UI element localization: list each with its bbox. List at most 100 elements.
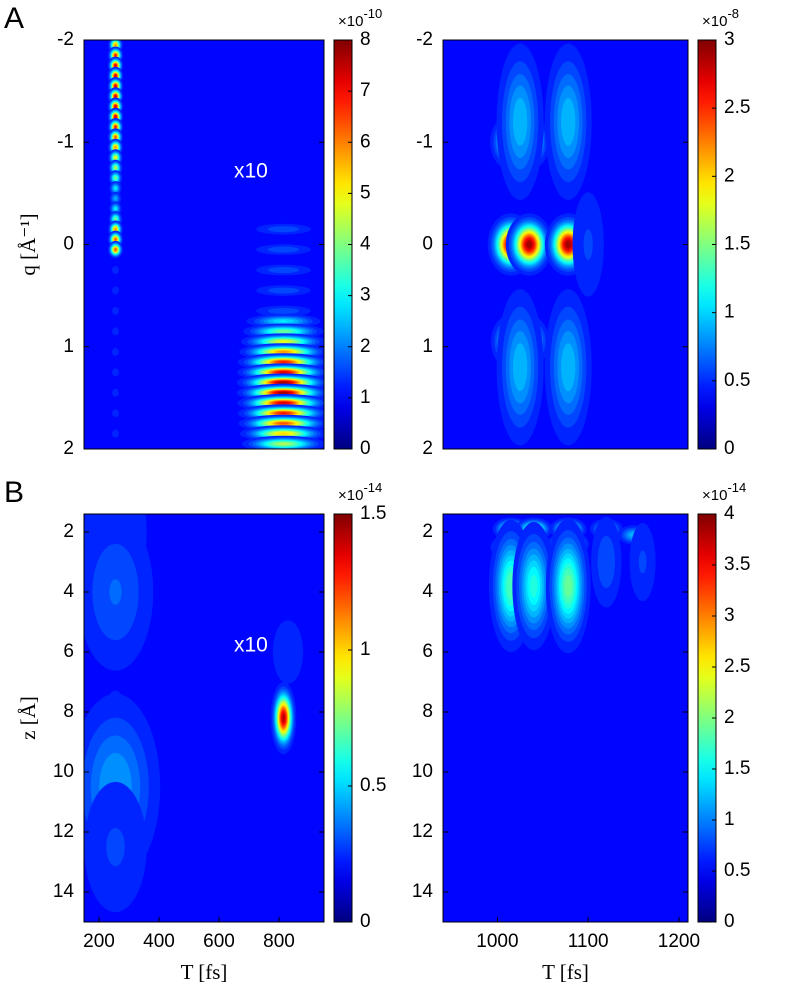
heat-level	[564, 574, 572, 598]
colorbar-scale-base: ×10	[702, 13, 727, 30]
heat-level	[597, 535, 616, 589]
heat-blob	[512, 521, 556, 651]
heat-level	[114, 197, 117, 200]
heat-level	[278, 391, 289, 394]
y-tick-label: -1	[57, 131, 74, 152]
heat-level	[114, 156, 117, 159]
y-tick-label: -2	[57, 29, 74, 50]
colorbar-tick-label: 1	[724, 809, 735, 830]
y-tick-label: 2	[63, 521, 74, 542]
plot-frame	[83, 513, 325, 923]
heat-blob	[112, 286, 119, 295]
heat-blob	[496, 43, 544, 201]
heat-level	[638, 550, 647, 574]
colorbar-scale: ×10-10	[338, 6, 382, 30]
colorbar-tick-label: 0.5	[724, 860, 750, 881]
heat-blob	[112, 327, 119, 336]
heat-level	[529, 574, 538, 598]
heat-blob	[112, 388, 119, 397]
y-tick-label: 6	[422, 641, 433, 662]
heat-blob	[270, 681, 297, 755]
y-tick-label: 14	[53, 881, 75, 902]
colorbar-tick-label: 1	[724, 302, 735, 323]
colorbar-scale: ×10-8	[702, 6, 739, 30]
colorbar-tick-label: 2	[724, 165, 735, 186]
heat-level	[281, 371, 286, 373]
y-axis-label: z [Å]	[16, 696, 40, 740]
x-axis-label: T [fs]	[542, 960, 589, 984]
colorbar-tick-label: 5	[360, 182, 371, 203]
heat-blob	[256, 264, 311, 276]
heat-blob	[84, 514, 154, 671]
colorbar-tick-label: 0	[360, 438, 371, 459]
plot-frame	[442, 513, 689, 923]
x-tick-label: 400	[143, 931, 175, 952]
x-tick-label: 800	[263, 931, 295, 952]
heat-level	[114, 208, 117, 210]
heat-level	[114, 136, 117, 139]
heat-level	[114, 176, 117, 180]
heat-level	[115, 95, 116, 97]
heat-level	[114, 238, 117, 241]
heatmap	[443, 40, 688, 449]
heat-level	[565, 241, 571, 248]
heat-level	[281, 433, 286, 434]
heat-blob	[112, 266, 119, 275]
heat-blob	[545, 518, 591, 654]
colorbar-tick-label: 7	[360, 80, 371, 101]
heat-level	[112, 327, 119, 336]
panel-label: A	[4, 2, 24, 35]
heat-level	[114, 248, 117, 251]
colorbar-tick-label: 0.5	[360, 775, 386, 796]
heat-level	[114, 217, 117, 221]
heat-level	[112, 266, 119, 275]
colorbar-tick-label: 1.5	[360, 503, 386, 524]
heat-blob	[256, 244, 311, 255]
heat-level	[278, 422, 289, 425]
y-tick-label: 1	[422, 336, 433, 357]
heat-level	[114, 126, 117, 128]
colorbar-tick-label: 3	[360, 285, 371, 306]
heat-level	[112, 306, 119, 315]
heat-level	[281, 402, 286, 404]
colorbar-scale-base: ×10	[702, 487, 727, 504]
heatmap	[84, 40, 324, 449]
heat-level	[283, 717, 284, 719]
heat-blob	[108, 240, 123, 259]
heat-blob	[544, 288, 592, 446]
y-tick-label: 2	[422, 521, 433, 542]
heat-blob	[109, 201, 122, 216]
heat-blob	[505, 213, 553, 276]
x-tick-label: 1200	[658, 931, 700, 952]
x-axis-label: T [fs]	[181, 960, 228, 984]
heat-level	[277, 350, 290, 353]
y-tick-label: 8	[63, 701, 74, 722]
y-tick-label: 2	[63, 438, 74, 459]
heat-blob	[112, 306, 119, 315]
colorbar-tick-label: 8	[360, 29, 371, 50]
heat-level	[112, 429, 119, 438]
heat-level	[276, 330, 291, 333]
x-tick-label: 200	[83, 931, 115, 952]
y-tick-label: 0	[63, 234, 74, 255]
colorbar-scale-exponent: -14	[363, 480, 382, 495]
heat-level	[267, 307, 300, 315]
y-tick-label: 10	[53, 761, 74, 782]
colorbar-tick-label: 0	[724, 438, 735, 459]
heat-blob	[256, 305, 311, 317]
heat-level	[583, 229, 593, 260]
heat-level	[267, 246, 300, 253]
y-tick-label: 8	[422, 701, 433, 722]
colorbar-tick-label: 4	[724, 503, 735, 524]
y-tick-label: 14	[412, 881, 434, 902]
y-tick-label: 2	[422, 438, 433, 459]
heat-level	[114, 146, 117, 149]
annotation: x10	[234, 160, 268, 183]
colorbar-tick-label: 0	[724, 911, 735, 932]
heat-level	[112, 388, 119, 397]
heat-level	[279, 412, 288, 414]
y-tick-label: 6	[63, 641, 74, 662]
x-tick-label: 1100	[568, 931, 609, 952]
y-tick-label: 10	[412, 761, 433, 782]
heat-level	[114, 44, 117, 47]
